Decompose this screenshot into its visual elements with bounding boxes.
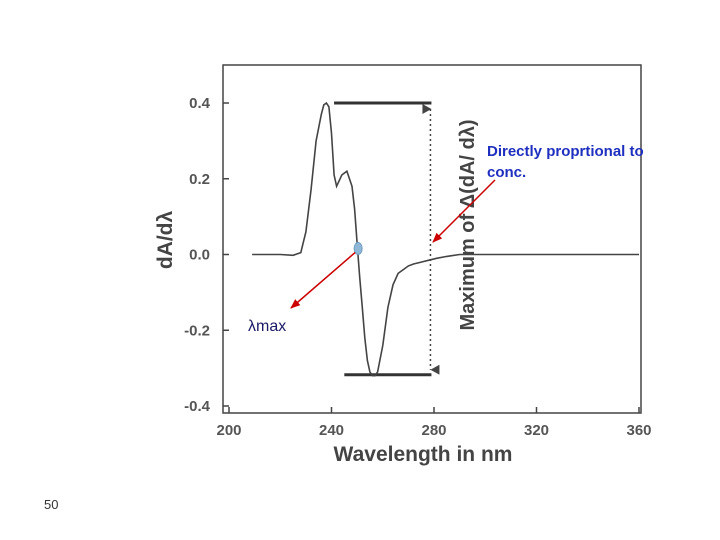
y-axis: 0.4 0.2 0.0 -0.2 -0.4	[184, 95, 229, 415]
x-tick-label: 200	[216, 422, 241, 439]
proportional-arrow	[432, 179, 496, 243]
page-number: 50	[44, 497, 59, 512]
x-tick-label: 360	[626, 422, 651, 439]
plot-frame	[222, 64, 642, 414]
x-tick-label: 240	[319, 422, 344, 439]
y-tick-label: -0.2	[184, 322, 210, 339]
directly-proportional-label-line2: conc.	[487, 164, 526, 181]
x-tick-label: 320	[524, 422, 549, 439]
lambda-max-label: λmax	[248, 318, 286, 335]
y-tick-label: 0.4	[189, 95, 211, 112]
y-tick-label: 0.0	[189, 247, 210, 264]
x-axis-title: Wavelength in nm	[334, 443, 513, 466]
right-axis-title: Maximum of Δ(dA/ dλ)	[457, 119, 479, 330]
directly-proportional-label-line1: Directly proprtional to	[487, 143, 644, 160]
y-tick-label: -0.4	[184, 398, 211, 415]
lambda-symbol: λ	[248, 318, 256, 335]
lambda-max-text: max	[256, 318, 286, 335]
x-tick-label: 280	[421, 422, 446, 439]
x-axis: 200 240 280 320 360	[216, 407, 652, 439]
lambda-max-arrow	[290, 251, 356, 309]
spectrum-line	[252, 101, 639, 377]
zero-crossing-marker	[353, 242, 363, 255]
y-axis-title: dA/dλ	[154, 211, 177, 270]
y-tick-label: 0.2	[189, 171, 210, 188]
